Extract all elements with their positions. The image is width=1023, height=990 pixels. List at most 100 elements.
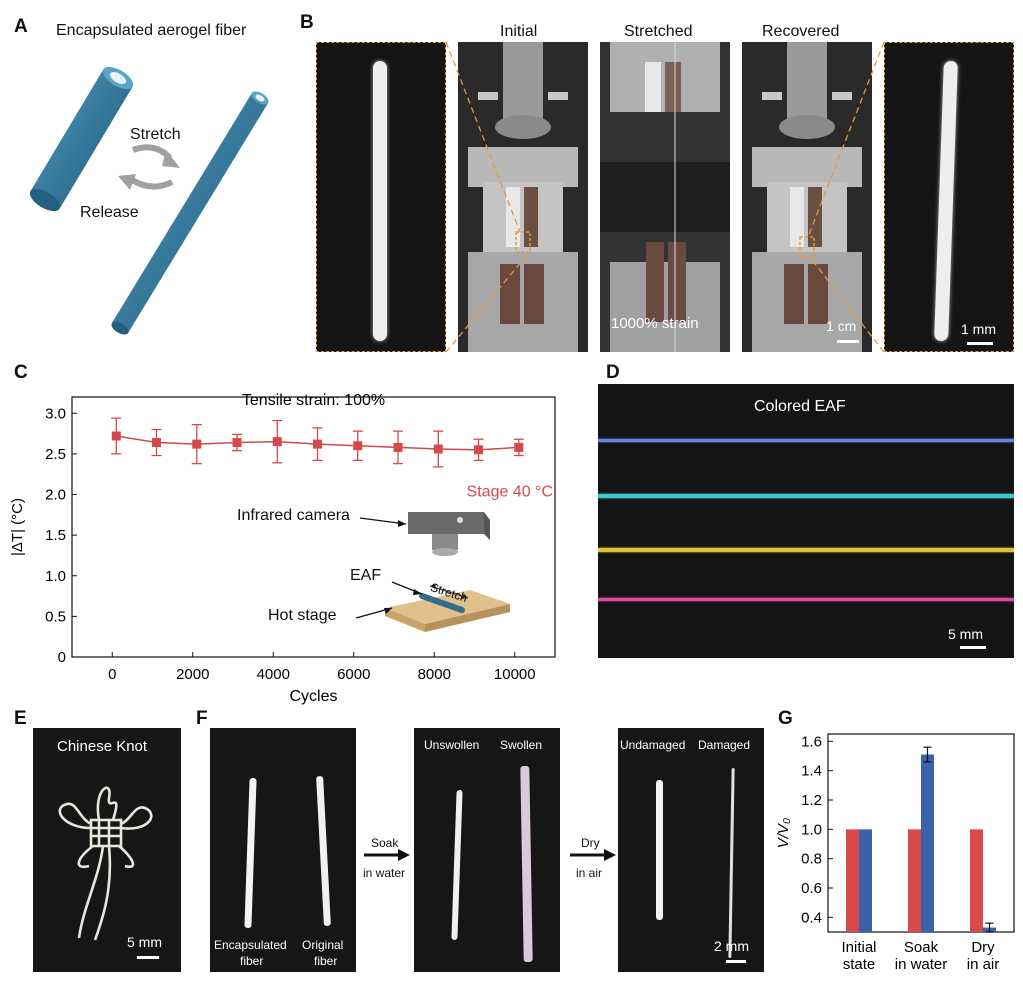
- y-tick-label: 2.5: [45, 446, 66, 463]
- data-point: [192, 439, 202, 449]
- panel-e-scale-label: 5 mm: [127, 934, 162, 950]
- zoom-connector-lines: [445, 41, 885, 353]
- series-legend-label: Stage 40 °C: [467, 484, 553, 501]
- temperature-cycles-chart: 0 2000 4000 6000 8000 10000 0 0.5 1.0 1.5 2.0 2.5 3.…: [9, 392, 556, 705]
- y-tick-label: 0: [58, 649, 66, 666]
- y-tick-label: 1.0: [45, 568, 66, 585]
- original-label: Original: [302, 938, 344, 952]
- encapsulated-label: Encapsulated: [214, 938, 287, 952]
- data-point: [313, 439, 323, 449]
- y-tick-label: 1.6: [801, 733, 822, 750]
- category-label: in water: [895, 956, 948, 973]
- y-axis-label: V/V₀: [775, 818, 792, 849]
- aerogel-fiber-illustration: [29, 66, 269, 335]
- panel-e-scale-bar: [137, 956, 159, 959]
- data-point: [232, 438, 242, 447]
- y-tick-label: 0.6: [801, 880, 822, 897]
- chinese-knot-photo: Chinese Knot 5 mm: [33, 728, 181, 972]
- panel-letter-c: C: [14, 362, 28, 383]
- bar: [970, 829, 983, 932]
- y-tick-label: 0.5: [45, 608, 66, 625]
- y-tick-label: 1.4: [801, 763, 822, 780]
- fiber-yellow: [598, 548, 1014, 552]
- data-point: [514, 442, 524, 452]
- bar: [859, 829, 872, 932]
- stretched-tester-photo: [600, 42, 730, 352]
- colored-eaf-photo: Colored EAF 5 mm: [598, 384, 1014, 658]
- data-point: [433, 444, 443, 454]
- x-tick-label: 10000: [494, 666, 536, 683]
- long-fiber-shape: [111, 91, 269, 335]
- panel-f-scale-bar: [726, 960, 746, 963]
- category-label: in air: [967, 956, 1000, 973]
- soak-label-2: in water: [363, 866, 406, 880]
- strain-label: 1000% strain: [611, 315, 699, 332]
- category-label: state: [843, 956, 876, 973]
- eaf-label: EAF: [350, 567, 382, 584]
- bar: [921, 754, 934, 932]
- y-tick-label: 0.4: [801, 909, 822, 926]
- hot-stage-label: Hot stage: [268, 607, 337, 624]
- chinese-knot-title: Chinese Knot: [57, 738, 148, 755]
- panel-f-scale-label: 2 mm: [714, 938, 749, 954]
- scale-bar-mm: [967, 342, 993, 345]
- panel-letter-e: E: [14, 708, 27, 729]
- initial-label: Initial: [500, 23, 538, 40]
- panel-d-scale-label: 5 mm: [948, 626, 983, 642]
- unswollen-label: Unswollen: [424, 738, 480, 752]
- chinese-knot-shape: [58, 786, 153, 941]
- dry-arrow-icon: [570, 849, 616, 861]
- y-tick-label: 2.0: [45, 487, 66, 504]
- y-tick-label: 3.0: [45, 405, 66, 422]
- recovered-tester-photo: [742, 42, 872, 352]
- drying-damage-photo: Undamaged Damaged 2 mm: [618, 728, 764, 972]
- y-tick-label: 0.8: [801, 851, 822, 868]
- x-tick-label: 4000: [257, 666, 290, 683]
- data-point: [353, 441, 363, 451]
- fiber-cyan: [598, 494, 1014, 498]
- panel-d-scale-bar: [960, 646, 986, 649]
- release-label: Release: [80, 204, 139, 221]
- scale-mm-label: 1 mm: [961, 321, 996, 337]
- plot-frame: [71, 396, 556, 658]
- data-point: [474, 445, 484, 455]
- x-tick-label: 2000: [176, 666, 209, 683]
- encapsulated-label-2: fiber: [240, 954, 264, 968]
- damaged-label: Damaged: [698, 738, 751, 752]
- chart-title: Tensile strain: 100%: [242, 392, 385, 409]
- initial-tester-photo: [458, 42, 588, 352]
- soak-label: Soak: [371, 836, 399, 850]
- eaf-fiber-shape: [419, 593, 465, 613]
- y-tick-label: 1.2: [801, 792, 822, 809]
- fiber-violet: [598, 439, 1014, 442]
- x-axis-label: Cycles: [289, 688, 337, 705]
- recovered-label: Recovered: [762, 23, 840, 40]
- swollen-label: Swollen: [500, 738, 543, 752]
- original-label-2: fiber: [314, 954, 338, 968]
- encapsulated-vs-original-photo: Encapsulated fiber Original fiber: [210, 728, 356, 972]
- category-label: Initial: [841, 939, 876, 956]
- y-tick-label: 1.5: [45, 527, 66, 544]
- y-tick-label: 1.0: [801, 821, 822, 838]
- short-fiber-shape: [29, 66, 134, 212]
- panel-letter-a: A: [14, 16, 28, 37]
- scale-cm-label: 1 cm: [826, 318, 857, 334]
- bar: [908, 829, 921, 932]
- panel-letter-f: F: [196, 708, 208, 729]
- panel-letter-d: D: [606, 362, 620, 383]
- undamaged-label: Undamaged: [620, 738, 686, 752]
- panel-a-title: Encapsulated aerogel fiber: [56, 22, 247, 39]
- fiber-magenta: [598, 598, 1014, 601]
- y-axis-label: |ΔT| (°C): [9, 498, 26, 556]
- infrared-camera-icon: [408, 512, 490, 556]
- dry-label: Dry: [581, 836, 600, 850]
- x-tick-label: 0: [108, 666, 116, 683]
- panel-letter-b: B: [300, 12, 314, 33]
- release-arrow-icon: [130, 177, 174, 190]
- bar: [846, 829, 859, 932]
- soak-arrow-icon: [364, 849, 410, 861]
- data-point: [272, 437, 282, 447]
- data-point: [152, 438, 162, 447]
- initial-fiber-zoom-photo: [316, 42, 446, 352]
